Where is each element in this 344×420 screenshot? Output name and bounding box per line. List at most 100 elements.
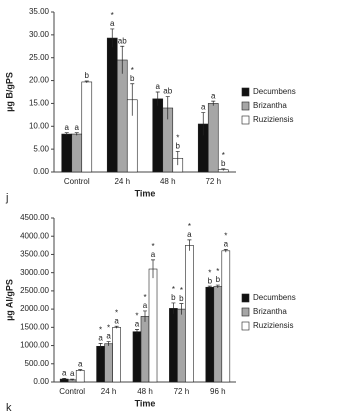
significance-letter: a (106, 332, 111, 341)
y-tick-label: 1000.00 (20, 341, 49, 350)
y-tick-label: 15.00 (29, 99, 50, 108)
error-bar (64, 132, 69, 136)
significance-star: * (135, 312, 138, 321)
x-tick-label: 48 h (160, 177, 176, 186)
y-tick-label: 10.00 (29, 121, 50, 130)
legend-swatch (241, 293, 250, 303)
bar (213, 286, 223, 383)
panel-label: j (5, 192, 8, 204)
error-bar (110, 28, 115, 48)
x-tick-label: Control (59, 387, 85, 396)
x-tick-label: Control (64, 177, 90, 186)
x-tick-label: 24 h (114, 177, 130, 186)
significance-letter: b (179, 294, 184, 303)
panel-label: k (6, 402, 12, 414)
bar (71, 133, 83, 173)
error-bar (106, 341, 111, 346)
y-tick-label: 2000.00 (20, 304, 49, 313)
legend-label: Ruziziensis (253, 321, 293, 330)
bar (221, 250, 231, 383)
error-bar (215, 284, 220, 288)
significance-star: * (172, 285, 175, 294)
significance-letter: a (156, 82, 161, 91)
error-bar (74, 132, 79, 136)
legend-label: Brizantha (253, 307, 287, 316)
error-bar (114, 325, 119, 329)
legend-label: Ruziziensis (253, 115, 293, 124)
error-bar (98, 343, 103, 350)
significance-letter: a (78, 360, 83, 369)
y-axis-title: µg B/gPS (4, 72, 14, 112)
significance-letter: b (216, 275, 221, 284)
bar (207, 103, 219, 173)
significance-letter: b (208, 276, 213, 285)
legend-label: Decumbens (253, 293, 296, 302)
error-bar (151, 259, 156, 279)
legend-swatch (241, 101, 250, 111)
significance-letter: a (143, 301, 148, 310)
bar (81, 81, 93, 173)
bar (112, 327, 121, 383)
significance-letter: b (171, 293, 176, 302)
legend-label: Brizantha (253, 101, 287, 110)
significance-star: * (208, 268, 211, 277)
y-tick-label: 4000.00 (20, 231, 49, 240)
error-bar (143, 310, 147, 322)
significance-star: * (176, 134, 179, 143)
error-bar (223, 248, 228, 253)
significance-star: * (151, 242, 154, 251)
significance-star: * (111, 11, 114, 20)
y-tick-label: 2500.00 (20, 286, 49, 295)
error-bar (70, 378, 75, 381)
bar (169, 308, 178, 383)
y-tick-label: 1500.00 (20, 322, 49, 331)
legend-swatch (241, 307, 250, 317)
significance-letter: a (70, 369, 75, 378)
error-bar (120, 45, 125, 74)
x-axis-title: Time (135, 188, 156, 198)
bar (75, 370, 85, 383)
significance-letter: a (211, 91, 216, 100)
y-tick-label: 3000.00 (20, 268, 49, 277)
error-bar (171, 302, 176, 314)
x-tick-label: 72 h (205, 177, 221, 186)
legend-swatch (241, 87, 250, 97)
error-bar (78, 369, 83, 372)
bar (140, 316, 150, 383)
bar (185, 245, 194, 383)
bar (61, 133, 73, 173)
bar (205, 286, 215, 383)
significance-star: * (188, 222, 191, 231)
error-bar (175, 151, 180, 166)
significance-letter: ab (118, 36, 127, 45)
y-tick-label: 5.00 (33, 144, 49, 153)
error-bar (211, 100, 216, 106)
significance-letter: a (98, 333, 103, 342)
significance-star: * (143, 293, 146, 302)
y-tick-label: 0.00 (33, 167, 49, 176)
error-bar (84, 80, 89, 83)
y-tick-label: 35.00 (29, 7, 50, 16)
bar (96, 345, 105, 383)
significance-letter: a (75, 123, 80, 132)
y-tick-label: 30.00 (29, 30, 50, 39)
significance-star: * (131, 66, 134, 75)
y-tick-label: 4500.00 (20, 213, 49, 222)
bar (132, 331, 142, 383)
legend-label: Decumbens (253, 87, 296, 96)
significance-letter: b (176, 142, 181, 151)
legend-swatch (241, 115, 250, 125)
x-tick-label: 48 h (137, 387, 153, 396)
x-tick-label: 72 h (174, 387, 190, 396)
y-tick-label: 0.00 (33, 377, 49, 386)
x-tick-label: 96 h (210, 387, 226, 396)
bar (116, 59, 128, 173)
y-tick-label: 25.00 (29, 53, 50, 62)
y-tick-label: 20.00 (29, 76, 50, 85)
significance-letter: a (65, 123, 70, 132)
significance-letter: b (85, 71, 90, 80)
significance-letter: b (221, 159, 226, 168)
significance-letter: ab (163, 87, 172, 96)
error-bar (187, 239, 192, 251)
